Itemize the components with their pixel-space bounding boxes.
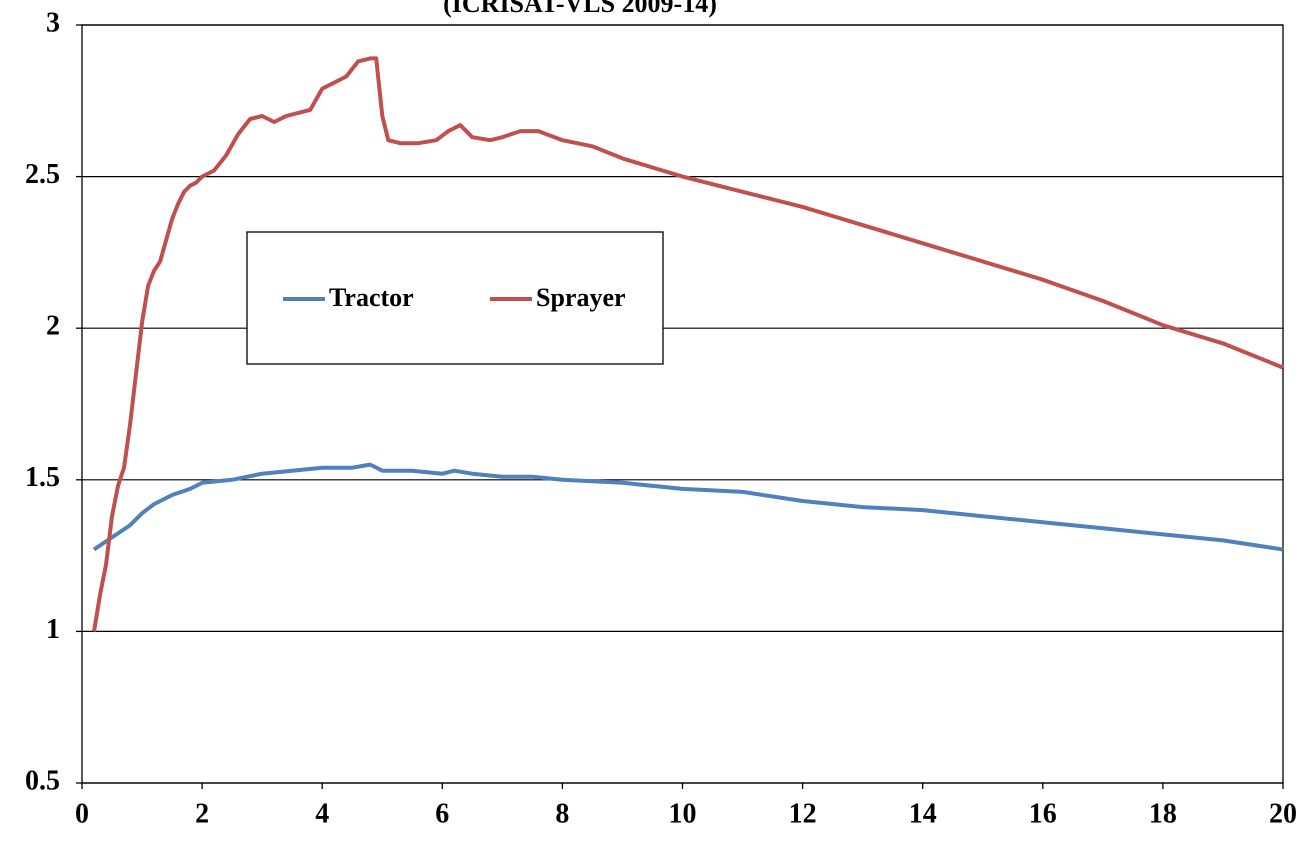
x-tick-label: 12 xyxy=(789,798,817,829)
y-tick-label: 2 xyxy=(46,311,60,342)
x-tick-label: 6 xyxy=(435,798,449,829)
y-tick-label: 0.5 xyxy=(25,765,60,796)
x-tick-label: 10 xyxy=(669,798,697,829)
legend-label: Sprayer xyxy=(536,283,626,312)
x-tick-label: 14 xyxy=(909,798,937,829)
y-tick-label: 3 xyxy=(46,7,60,38)
x-tick-label: 4 xyxy=(315,798,329,829)
legend-label: Tractor xyxy=(329,283,414,312)
x-tick-label: 18 xyxy=(1149,798,1177,829)
x-tick-label: 20 xyxy=(1269,798,1297,829)
series-line xyxy=(92,56,1284,632)
chart-title: (ICRISAT-VLS 2009-14) xyxy=(443,0,717,18)
y-tick-label: 2.5 xyxy=(25,159,60,190)
x-tick-label: 2 xyxy=(195,798,209,829)
y-tick-label: 1.5 xyxy=(25,462,60,493)
x-tick-label: 8 xyxy=(555,798,569,829)
legend: Tractor Sprayer xyxy=(246,231,664,365)
x-tick-label: 16 xyxy=(1029,798,1057,829)
plot-frame xyxy=(81,24,1284,784)
y-tick-label: 1 xyxy=(46,614,60,645)
series-line xyxy=(92,462,1284,552)
x-tick-label: 0 xyxy=(75,798,89,829)
